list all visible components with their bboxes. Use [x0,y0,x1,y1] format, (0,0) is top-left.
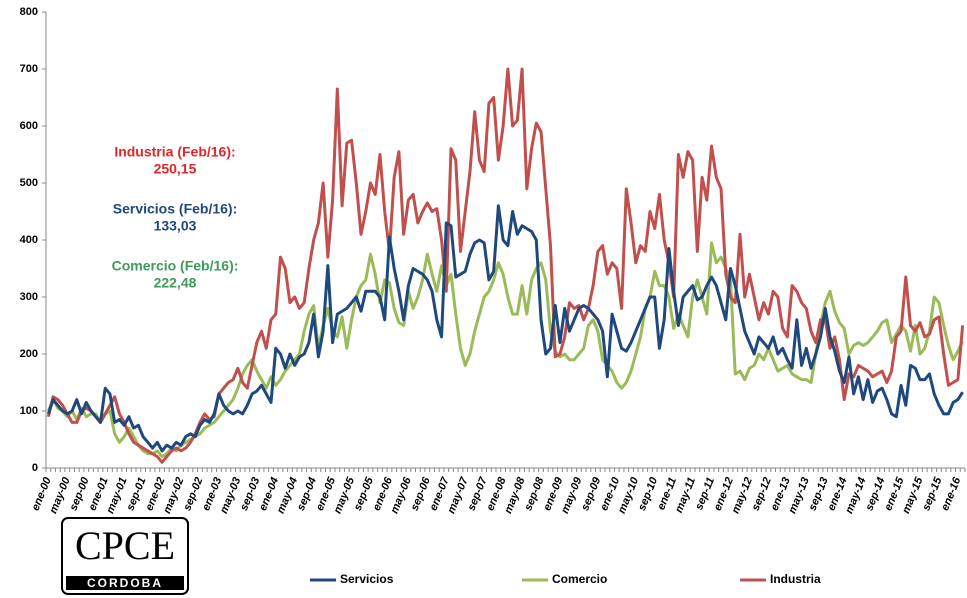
legend-label: Industria [770,572,821,586]
annotation-label: Comercio (Feb/16): [112,258,239,274]
legend-label: Comercio [552,572,607,586]
y-tick-label: 300 [20,291,38,303]
y-tick-label: 0 [32,462,38,474]
annotation-label: Servicios (Feb/16): [113,201,238,217]
logo-subtext: CORDOBA [87,576,163,590]
annotation-value: 133,03 [154,218,197,234]
y-tick-label: 700 [20,63,38,75]
y-tick-label: 800 [20,6,38,18]
logo-band [66,576,184,590]
y-tick-label: 100 [20,405,38,417]
logo-text: CPCE [75,523,175,568]
y-tick-label: 200 [20,348,38,360]
series-line [46,204,964,453]
y-tick-label: 500 [20,177,38,189]
annotation-value: 222,48 [154,275,197,291]
y-tick-label: 400 [20,234,38,246]
annotation-value: 250,15 [154,161,197,177]
annotation-label: Industria (Feb/16): [114,144,235,160]
series-line [46,67,965,464]
logo-frame [61,517,189,595]
legend-label: Servicios [340,572,394,586]
series-line [46,241,964,459]
y-tick-label: 600 [20,120,38,132]
